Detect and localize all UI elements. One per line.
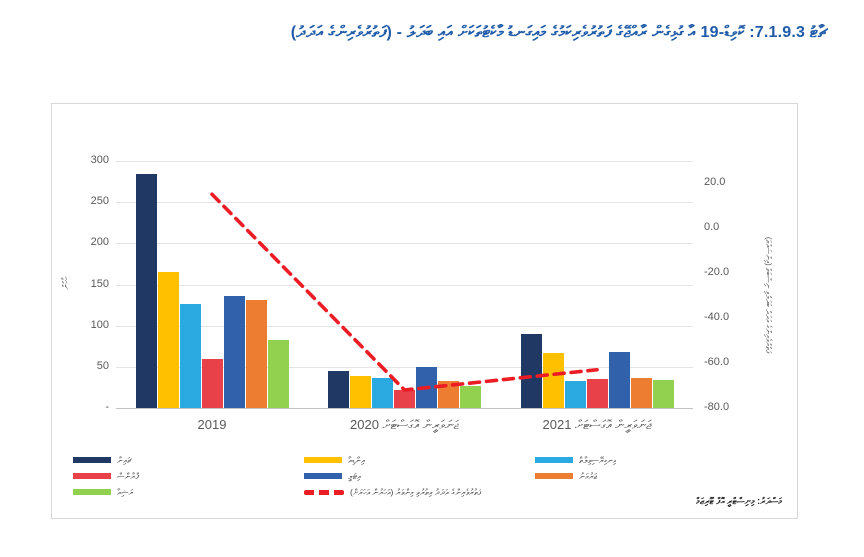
gridline (116, 325, 693, 327)
gridline (116, 243, 693, 245)
bar (245, 300, 267, 408)
legend-item: ޗައިނާ (73, 455, 132, 465)
y-axis-tick-label: 50 (96, 359, 109, 372)
legend-swatch (73, 473, 111, 479)
gridline (116, 161, 693, 162)
bar (135, 174, 157, 408)
bar (586, 379, 608, 408)
gridline (116, 202, 693, 204)
x-axis-category-label: ޖަނަވަރީން އޮގަސްޓަށް 2020 (350, 417, 459, 432)
bar (394, 389, 415, 408)
legend-item: ފަތުރުވެރިންގެ އަދަދު އިތުރުވި މިންވަރު … (304, 487, 481, 497)
bar (267, 339, 289, 408)
right-axis-title: ފަތުރުވެރިންގެ އަދަދު ބަދަލުވި ނިސްބަތް … (764, 236, 773, 354)
legend-item: އިޓަލީ (304, 471, 361, 481)
legend-item: އިނގިރޭސިވިލާތް (535, 455, 616, 465)
secondary-axis-tick-label: 20.0 (704, 176, 726, 188)
legend-swatch (535, 473, 573, 479)
legend-swatch (73, 489, 111, 495)
bar (223, 296, 245, 408)
legend-label: ފްރާންސް (117, 470, 139, 481)
y-axis-tick-label: 100 (90, 318, 109, 331)
plot-area: 300 250 200 150 100 50-20.0 0.0 -20.0 -40.0 -60.0… (52, 104, 797, 518)
bar (542, 352, 564, 408)
left-axis-title: ހާހުން (61, 276, 70, 290)
legend-label: އިނގިރޭސިވިލާތް (579, 454, 617, 465)
legend-label: ޗައިނާ (117, 454, 133, 465)
chart-title: ޗާޓު 7.1.9.3: ކޮވިޑް-19 އާ ގުޅިގެން ރާއް… (290, 24, 828, 41)
legend-item: ރަޝިއާ (73, 487, 133, 497)
x-axis-category-label: ޖަނަވަރީން އޮގަސްޓަށް 2021 (542, 417, 652, 432)
bar (630, 377, 652, 408)
bar (460, 385, 481, 408)
bar (328, 370, 349, 408)
legend-item: އިންޑިއާ (304, 455, 365, 465)
bar (179, 304, 201, 408)
bar (652, 380, 674, 408)
y-axis-tick-label: 300 (90, 154, 109, 166)
legend-item: ފްރާންސް (73, 471, 139, 481)
gridline (116, 366, 693, 368)
legend-swatch (304, 457, 342, 463)
bar (608, 352, 630, 408)
y-axis-tick-label: 150 (90, 277, 109, 290)
secondary-axis-tick-label: 0.0 (704, 221, 720, 233)
trend-line (210, 192, 599, 392)
bar (201, 359, 223, 408)
gridline (116, 408, 693, 409)
y-axis-tick-label: 250 (90, 195, 109, 208)
secondary-axis-tick-label: -40.0 (704, 311, 730, 323)
legend-label: އިޓަލީ (348, 470, 361, 481)
bar (372, 377, 393, 408)
legend-label: ފަތުރުވެރިންގެ އަދަދު އިތުރުވި މިންވަރު … (350, 486, 482, 497)
bar (520, 333, 542, 408)
secondary-axis-tick-label: -80.0 (704, 401, 730, 413)
bar (350, 375, 371, 408)
chart-card: 300 250 200 150 100 50-20.0 0.0 -20.0 -40.0 -60.0… (51, 103, 798, 519)
legend-item: ޖަރުމަނު (535, 471, 597, 481)
legend-swatch (304, 473, 342, 479)
legend-dash-swatch (304, 489, 344, 495)
gridline (116, 284, 693, 286)
y-axis-tick-label: 200 (90, 236, 109, 249)
x-axis-category-label: 2019 (197, 417, 227, 432)
legend-label: ރަޝިއާ (117, 486, 134, 497)
source-note: މަސްދަރު: މިނިސްޓްރީ އޮފް ޓޫރިޒަމް (695, 496, 782, 506)
y-axis-tick-label: - (105, 401, 109, 413)
legend-swatch (73, 457, 111, 463)
legend-label: ޖަރުމަނު (579, 470, 598, 481)
secondary-axis-tick-label: -20.0 (704, 266, 730, 278)
secondary-axis-tick-label: -60.0 (704, 356, 730, 368)
bar (564, 380, 586, 408)
legend-swatch (535, 457, 573, 463)
legend-label: އިންޑިއާ (348, 454, 365, 465)
bar (157, 272, 179, 408)
